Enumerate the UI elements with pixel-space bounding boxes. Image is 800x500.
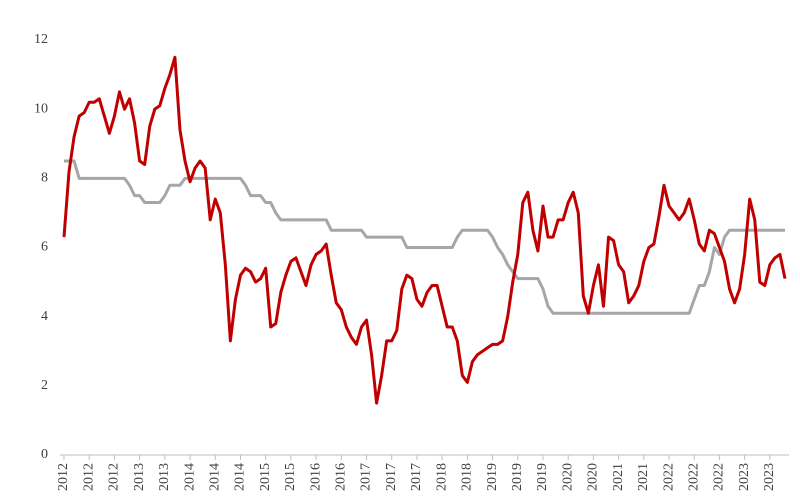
x-tick-label: 2020 <box>560 463 575 491</box>
x-tick-label: 2012 <box>107 463 122 491</box>
y-tick-label: 2 <box>41 378 48 393</box>
x-tick-label: 2016 <box>334 463 349 491</box>
x-tick-label: 2015 <box>258 463 273 491</box>
x-tick-label: 2022 <box>712 463 727 491</box>
x-tick-label: 2019 <box>510 463 525 491</box>
x-tick-label: 2021 <box>636 463 651 491</box>
y-tick-label: 10 <box>34 101 48 116</box>
x-tick-label: 2021 <box>611 463 626 491</box>
x-tick-label: 2022 <box>686 463 701 491</box>
series-line <box>62 55 787 405</box>
x-tick-label: 2014 <box>207 463 222 491</box>
x-tick-label: 2020 <box>586 463 601 491</box>
x-tick-label: 2019 <box>535 463 550 491</box>
series-line <box>64 159 785 315</box>
x-tick-label: 2017 <box>384 463 399 491</box>
x-tick-label: 2012 <box>56 463 71 491</box>
x-tick-label: 2013 <box>132 463 147 491</box>
y-tick-label: 0 <box>41 447 48 462</box>
x-tick-label: 2012 <box>81 463 96 491</box>
x-tick-label: 2023 <box>762 463 777 491</box>
x-tick-label: 2023 <box>737 463 752 491</box>
x-tick-label: 2013 <box>157 463 172 491</box>
y-tick-label: 8 <box>41 171 48 186</box>
x-tick-label: 2016 <box>308 463 323 491</box>
x-tick-label: 2019 <box>485 463 500 491</box>
x-tick-label: 2015 <box>283 463 298 491</box>
y-tick-label: 12 <box>34 32 48 47</box>
x-tick-label: 2018 <box>434 463 449 491</box>
x-tick-label: 2017 <box>359 463 374 491</box>
x-tick-label: 2018 <box>460 463 475 491</box>
x-tick-label: 2014 <box>182 463 197 491</box>
x-tick-label: 2022 <box>661 463 676 491</box>
y-tick-label: 4 <box>41 309 48 324</box>
x-tick-label: 2014 <box>233 463 248 491</box>
y-tick-label: 6 <box>41 240 48 255</box>
x-tick-label: 2017 <box>409 463 424 491</box>
